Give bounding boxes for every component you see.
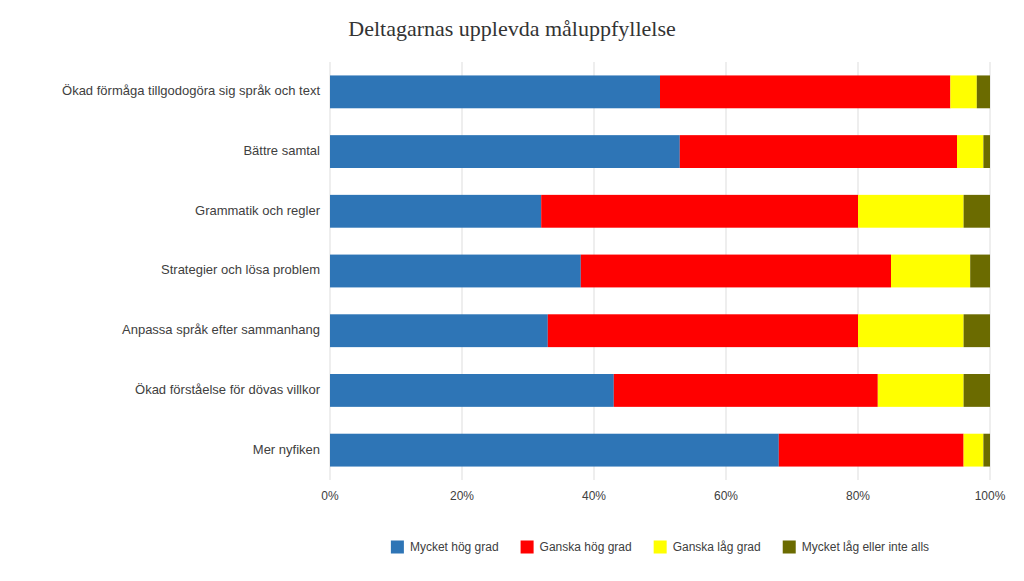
bar (330, 135, 680, 168)
bar (878, 374, 964, 407)
bar (964, 195, 990, 228)
chart: Deltagarnas upplevda måluppfyllelse 0% 20%… (0, 0, 1024, 581)
x-tick-label: 80% (846, 489, 870, 503)
bar (581, 255, 891, 288)
legend-label: Mycket låg eller inte alls (802, 540, 929, 554)
bar (614, 374, 878, 407)
category-label: Grammatik och regler (195, 203, 321, 218)
grid (330, 62, 990, 480)
legend-swatch (391, 541, 404, 554)
x-tick-label: 40% (582, 489, 606, 503)
bar (970, 255, 990, 288)
legend-label: Mycket hög grad (410, 540, 499, 554)
legend-label: Ganska hög grad (540, 540, 632, 554)
legend-label: Ganska låg grad (673, 540, 761, 554)
category-label: Anpassa språk efter sammanhang (122, 322, 320, 337)
bars (330, 75, 990, 466)
bar (779, 434, 964, 467)
x-tick-label: 0% (321, 489, 339, 503)
bar (891, 255, 970, 288)
bar (660, 75, 950, 108)
category-label: Mer nyfiken (253, 442, 320, 457)
x-tick-label: 60% (714, 489, 738, 503)
legend-swatch (783, 541, 796, 554)
bar (983, 135, 990, 168)
legend-swatch (654, 541, 667, 554)
legend: Mycket hög grad Ganska hög grad Ganska låg… (391, 540, 929, 554)
bar (330, 434, 779, 467)
bar (964, 434, 984, 467)
bar (330, 75, 660, 108)
category-label: Bättre samtal (243, 143, 320, 158)
x-tick-label: 20% (450, 489, 474, 503)
bar (950, 75, 976, 108)
bar (977, 75, 990, 108)
bar (964, 374, 990, 407)
legend-swatch (521, 541, 534, 554)
category-label: Ökad förmåga tillgodogöra sig språk och … (62, 83, 320, 98)
bar (330, 314, 548, 347)
bar (858, 314, 964, 347)
bar (983, 434, 990, 467)
x-tick-label: 100% (975, 489, 1006, 503)
bar (858, 195, 964, 228)
category-label: Ökad förståelse för dövas villkor (135, 382, 321, 397)
bar (548, 314, 858, 347)
bar (680, 135, 957, 168)
bar (330, 255, 581, 288)
title: Deltagarnas upplevda måluppfyllelse (348, 16, 675, 41)
category-label: Strategier och lösa problem (161, 262, 320, 277)
bar (330, 195, 541, 228)
bar (330, 374, 614, 407)
bar (541, 195, 858, 228)
bar (964, 314, 990, 347)
bar (957, 135, 983, 168)
